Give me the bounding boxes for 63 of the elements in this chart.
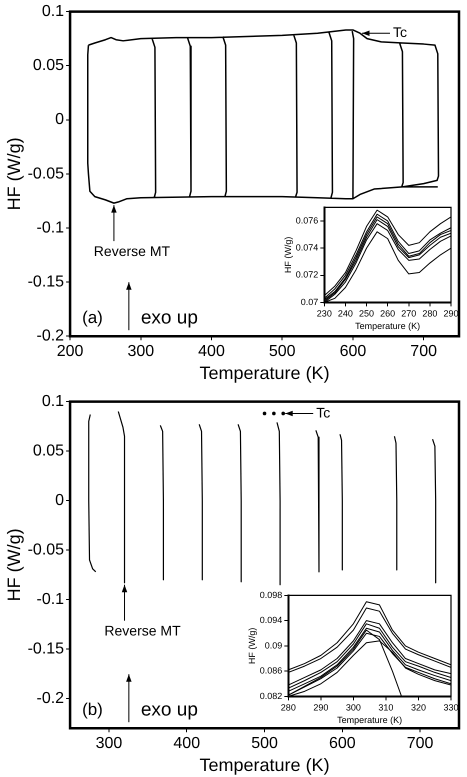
y-tick-label: -0.15: [28, 640, 64, 658]
x-tick-label: 300: [127, 343, 154, 360]
y-tick-label: 0.1: [42, 393, 64, 410]
x-tick-label: 300: [96, 735, 122, 752]
y-tick-label: 0.1: [42, 3, 64, 20]
annotation: Tc: [316, 404, 330, 420]
x-tick-label: 600: [340, 343, 366, 360]
x-tick-label: 240: [338, 308, 353, 318]
x-axis-title: Temperature (K): [200, 755, 330, 776]
y-axis-title: HF (W/g): [282, 236, 293, 274]
x-tick-label: 500: [251, 735, 278, 752]
y-tick-label: 0.098: [260, 590, 282, 600]
y-tick-label: -0.05: [28, 165, 64, 182]
y-tick-label: 0.07: [300, 296, 318, 307]
x-axis-title: Temperature (K): [337, 715, 402, 726]
y-axis-title: HF (W/g): [246, 628, 257, 664]
x-tick-label: 600: [328, 735, 356, 752]
x-tick-label: 320: [410, 702, 426, 712]
annotation: (a): [82, 308, 103, 327]
y-tick-label: 0.074: [296, 242, 318, 253]
x-tick-label: 400: [198, 343, 225, 360]
x-tick-label: 290: [443, 308, 459, 318]
y-tick-label: 0.094: [260, 615, 282, 626]
x-tick-label: 300: [346, 702, 361, 712]
y-axis-title: HF (W/g): [4, 137, 24, 210]
y-tick-label: 0.086: [260, 666, 282, 676]
y-tick-label: -0.05: [28, 541, 64, 558]
annotation: Tc: [393, 24, 407, 40]
x-tick-label: 330: [443, 702, 459, 712]
y-tick-label: -0.1: [36, 219, 64, 236]
x-tick-label: 280: [422, 308, 438, 318]
y-tick-label: 0.082: [260, 690, 282, 701]
y-tick-label: 0.05: [32, 57, 64, 74]
x-tick-label: 310: [378, 702, 394, 712]
annotation: exo up: [140, 307, 198, 328]
y-tick-label: 0.072: [296, 270, 318, 280]
y-axis-title: HF (W/g): [4, 528, 24, 602]
x-tick-label: 200: [56, 343, 84, 360]
annotation: Reverse MT: [94, 242, 170, 259]
y-tick-label: 0: [55, 492, 64, 509]
x-tick-label: 700: [406, 735, 434, 752]
x-tick-label: 230: [316, 308, 332, 318]
x-tick-label: 250: [359, 308, 374, 318]
x-tick-label: 270: [401, 308, 416, 318]
y-tick-label: -0.2: [36, 690, 64, 707]
annotation: (b): [82, 700, 103, 719]
x-axis-title: Temperature (K): [200, 363, 330, 384]
y-tick-label: 0: [55, 111, 64, 128]
x-tick-label: 400: [173, 735, 200, 752]
x-tick-label: 260: [380, 308, 396, 318]
x-tick-label: 280: [280, 702, 296, 712]
x-tick-label: 500: [268, 343, 296, 360]
x-tick-label: 700: [410, 343, 438, 360]
y-tick-label: 0.076: [296, 215, 318, 226]
y-tick-label: -0.15: [28, 274, 64, 291]
x-axis-title: Temperature (K): [355, 321, 420, 332]
y-tick-label: 0.09: [264, 640, 282, 650]
annotation: exo up: [140, 699, 198, 720]
y-tick-label: -0.2: [36, 328, 64, 345]
y-tick-label: -0.1: [36, 590, 64, 608]
y-tick-label: 0.05: [32, 442, 64, 460]
annotation: Reverse MT: [104, 622, 182, 639]
x-tick-label: 290: [313, 702, 328, 712]
